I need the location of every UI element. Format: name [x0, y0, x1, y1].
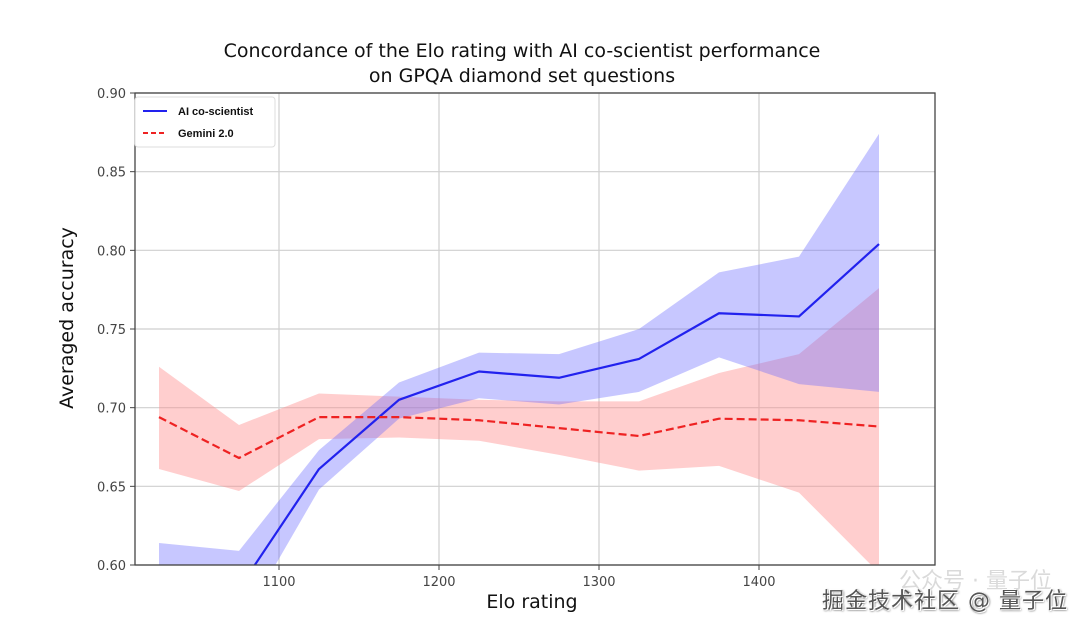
- chart-title-line-2: on GPQA diamond set questions: [369, 65, 675, 87]
- y-tick-label: 0.80: [97, 244, 126, 259]
- y-tick-label: 0.70: [97, 402, 126, 417]
- legend-label-gemini: Gemini 2.0: [178, 128, 234, 140]
- series-lines: [158, 243, 880, 565]
- watermark: 掘金技术社区 @ 量子位: [822, 589, 1068, 614]
- x-tick-label: 1200: [422, 575, 455, 590]
- confidence-bands: [159, 133, 879, 565]
- x-tick-label: 1400: [742, 575, 775, 590]
- band-ai-co-scientist: [159, 133, 879, 565]
- legend-label-ai-co-scientist: AI co-scientist: [178, 106, 254, 118]
- y-tick-label: 0.85: [97, 166, 126, 181]
- x-tick-label: 1300: [582, 575, 615, 590]
- y-tick-label: 0.90: [97, 87, 126, 102]
- band-gemini: [159, 288, 879, 565]
- x-axis-label: Elo rating: [486, 591, 577, 613]
- y-tick-label: 0.60: [97, 559, 126, 574]
- y-tick-label: 0.65: [97, 480, 126, 495]
- legend-box: [134, 96, 276, 148]
- x-tick-label: 1100: [262, 575, 295, 590]
- y-axis-label: Averaged accuracy: [56, 227, 78, 409]
- legend: AI co-scientist Gemini 2.0: [134, 96, 276, 148]
- watermark-faint: 公众号 · 量子位: [899, 569, 1052, 594]
- axis-ticks: 1100 1200 1300 1400 0.60 0.65 0.70 0.75 0.80 0.85…: [97, 87, 776, 590]
- chart-title-line-1: Concordance of the Elo rating with AI co…: [224, 40, 821, 62]
- y-tick-label: 0.75: [97, 323, 126, 338]
- line-gemini: [158, 416, 880, 460]
- line-ai-co-scientist: [253, 243, 880, 565]
